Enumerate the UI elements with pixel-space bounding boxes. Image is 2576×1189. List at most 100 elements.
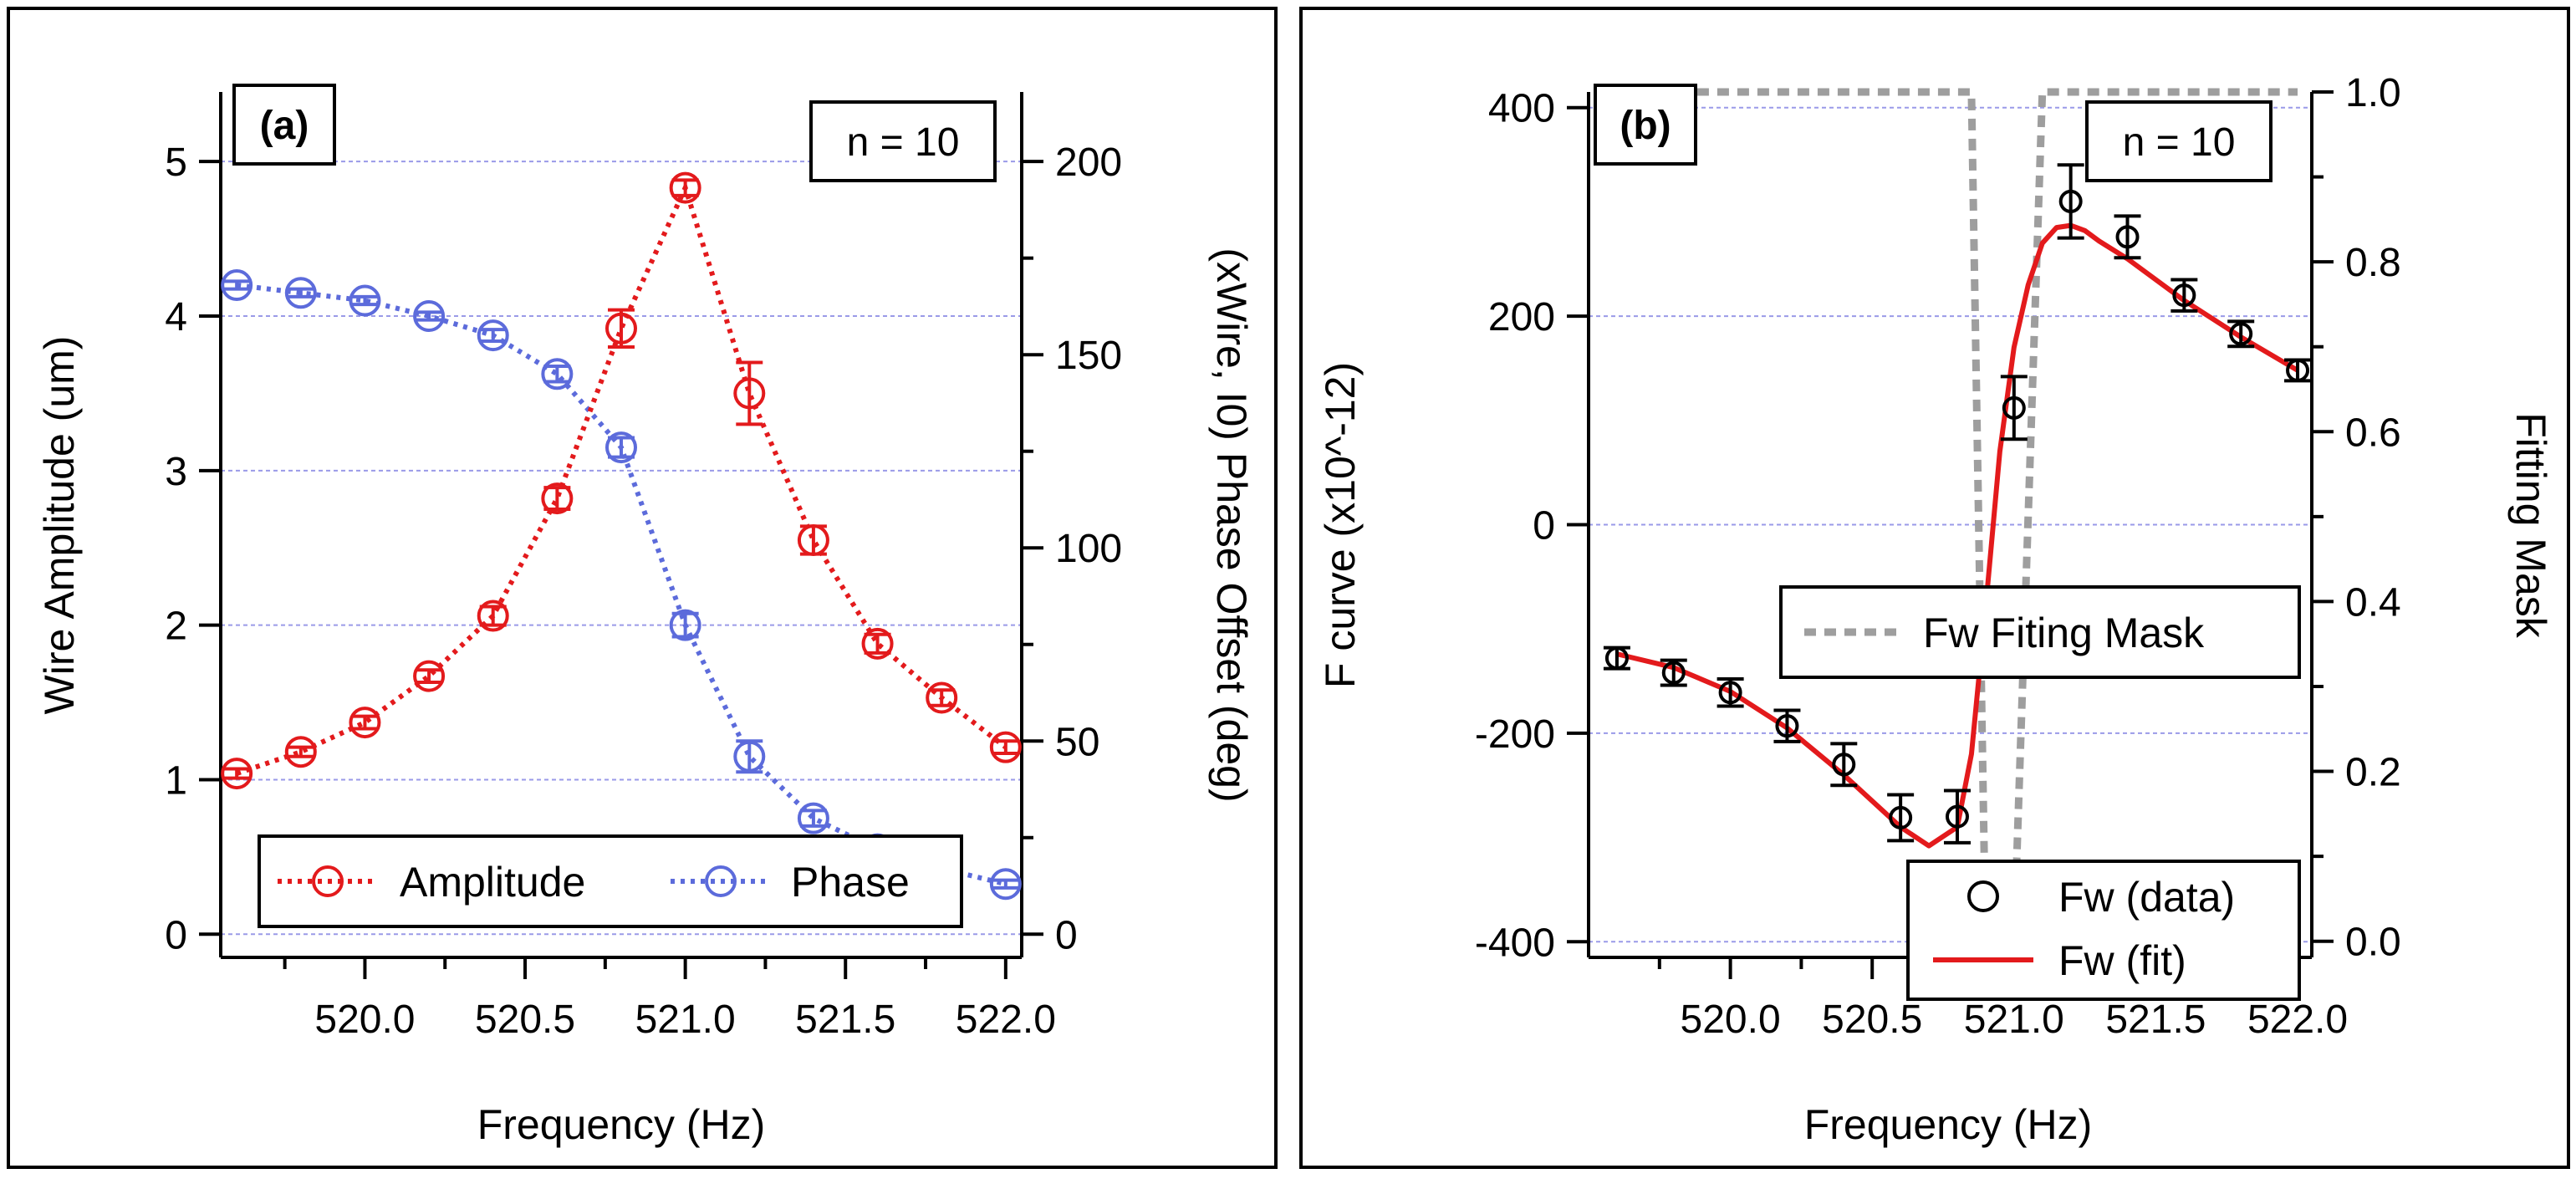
panel-a-series <box>221 171 1022 901</box>
panel-a-amplitude-point <box>669 171 701 204</box>
panel-a-x-tick-label: 521.0 <box>635 998 736 1042</box>
legend-label-amplitude: Amplitude <box>400 859 585 906</box>
panel-b-x-axis-label: Frequency (Hz) <box>1804 1101 2093 1148</box>
panel-b-left-axis-label: F curve (x10^-12) <box>1317 362 1364 688</box>
panel-a-right-tick-label: 0 <box>1055 913 1078 957</box>
panel-b-x-tick-label: 521.0 <box>1964 998 2064 1042</box>
legend-swatch-phase <box>671 865 771 897</box>
panel-b-gridlines <box>1589 106 2312 943</box>
panel-b-fw-data-point <box>1889 805 1913 829</box>
panel-a-amplitude-point <box>284 736 317 768</box>
legend-label-fit-mask: Fw Fiting Mask <box>1923 610 2205 656</box>
panel-b-x-ticks: 520.0 520.5 521.0 521.5 522.0 <box>1657 957 2348 1042</box>
panel-a-right-ticks: 0 50 100 150 200 <box>1022 140 1122 957</box>
panel-a-annotation-box <box>809 100 997 182</box>
panel-a-frame <box>7 7 1278 1169</box>
panel-a-phase-point <box>349 284 381 317</box>
panel-b-fw-data-point <box>1604 646 1629 671</box>
panel-a-amplitude-line <box>236 181 1007 776</box>
panel-b-legend: Fw (data) Fw (fit) <box>1906 860 2301 1001</box>
panel-b-fw-data-point <box>2058 189 2083 213</box>
panel-a-left-axis-label: Wire Amplitude (um) <box>36 336 83 715</box>
panel-a-amplitude-point <box>413 660 446 692</box>
panel-a-x-tick-label: 522.0 <box>956 998 1056 1042</box>
panel-a-phase-point <box>989 868 1022 901</box>
panel-b-x-tick-label: 520.0 <box>1681 998 1781 1042</box>
panel-b-right-tick-label: 0.0 <box>2345 921 2401 965</box>
panel-a-amplitude-point <box>605 312 637 344</box>
panel-a-right-tick-label: 50 <box>1055 720 1099 764</box>
panel-a-legend-box <box>258 834 963 928</box>
panel-b-fw-data-point <box>2286 358 2310 382</box>
panel-b-label: (b) <box>1620 104 1671 148</box>
panel-a-left-tick-label: 2 <box>165 605 187 649</box>
panel-b: 520.0 520.5 521.0 521.5 522.0 400 200 0 -200 -40… <box>1317 71 2554 1148</box>
panel-a-x-tick-label: 520.5 <box>475 998 575 1042</box>
panel-b-right-tick-label: 0.2 <box>2345 751 2401 795</box>
panel-b-fw-data-point <box>2115 225 2140 249</box>
panel-a-right-tick-label: 200 <box>1055 140 1122 185</box>
panel-a-phase-point <box>541 358 574 390</box>
panel-a-annotation: n = 10 <box>847 120 960 165</box>
panel-b-right-tick-label: 1.0 <box>2345 71 2401 115</box>
panel-b-left-tick-label: -400 <box>1475 921 1555 965</box>
panel-a-gridlines <box>221 161 1022 936</box>
panel-a-x-tick-label: 520.0 <box>314 998 415 1042</box>
panel-a-amplitude-point <box>861 627 894 660</box>
panel-b-annotation: n = 10 <box>2123 120 2236 165</box>
panel-b-right-tick-label: 0.6 <box>2345 411 2401 455</box>
panel-b-label-box <box>1594 84 1697 166</box>
panel-a-amplitude-point <box>989 731 1022 763</box>
panel-a-phase-point <box>797 802 829 834</box>
legend-swatch-amplitude <box>278 865 378 897</box>
panel-b-right-axis-label: Fitting Mask <box>2507 412 2554 639</box>
panel-a-label-box <box>232 84 336 166</box>
panel-b-annotation-box <box>2085 100 2272 182</box>
panel-a-x-ticks: 520.0 520.5 521.0 521.5 522.0 <box>283 957 1056 1042</box>
panel-b-fw-data-point <box>2002 395 2026 420</box>
panel-a-amplitude-point <box>349 707 381 739</box>
panel-a-right-axis-label: (xWire, I0) Phase Offset (deg) <box>1208 247 1255 802</box>
legend-label-fw-fit: Fw (fit) <box>2058 937 2186 984</box>
panel-a-phase-line <box>236 283 1007 887</box>
panel-b-right-ticks: 1.0 0.8 0.6 0.4 0.2 0.0 <box>2312 71 2401 965</box>
legend-label-phase: Phase <box>791 859 910 906</box>
panel-b-fw-data-point <box>1832 753 1856 777</box>
panel-b-series <box>1603 88 2312 946</box>
legend-swatch-fw-data <box>1967 880 1999 912</box>
panel-b-fw-data-point <box>1718 681 1742 705</box>
panel-b-left-tick-label: 200 <box>1488 295 1555 339</box>
panel-a-left-tick-label: 0 <box>165 913 187 957</box>
panel-a-phase-point <box>413 299 446 332</box>
panel-a-phase-point <box>605 431 637 464</box>
panel-a-left-tick-label: 5 <box>165 140 187 185</box>
panel-b-fw-data-point <box>2172 283 2196 308</box>
panel-b-fw-data-point <box>1661 661 1686 685</box>
panel-a-right-tick-label: 150 <box>1055 334 1122 378</box>
panel-a-left-tick-label: 1 <box>165 758 187 803</box>
panel-b-left-ticks: 400 200 0 -200 -400 <box>1475 87 1589 965</box>
panel-b-right-tick-label: 0.8 <box>2345 241 2401 285</box>
panel-b-left-tick-label: -200 <box>1475 712 1555 757</box>
panel-a-phase-point <box>221 269 253 302</box>
panel-a-left-ticks: 0 1 2 3 4 5 <box>165 140 221 957</box>
legend-label-fw-data: Fw (data) <box>2058 874 2235 921</box>
panel-b-fw-data-point <box>1945 804 1969 829</box>
panel-a-left-tick-label: 4 <box>165 295 187 339</box>
panel-a-right-tick-label: 100 <box>1055 527 1122 571</box>
panel-b-x-tick-label: 522.0 <box>2247 998 2348 1042</box>
panel-a-phase-point <box>669 609 701 641</box>
panel-a-legend: Amplitude Phase <box>258 834 963 928</box>
panel-b-left-tick-label: 400 <box>1488 87 1555 131</box>
panel-a-amplitude-point <box>797 523 829 556</box>
panel-a-amplitude-point <box>733 377 766 410</box>
panel-a-phase-point <box>733 740 766 773</box>
panel-a-amplitude-point <box>541 482 574 515</box>
panel-a-left-tick-label: 3 <box>165 450 187 494</box>
panel-a-phase-point <box>477 319 509 352</box>
panel-b-x-tick-label: 521.5 <box>2105 998 2206 1042</box>
panel-a-label: (a) <box>260 104 309 148</box>
panel-b-x-tick-label: 520.5 <box>1822 998 1922 1042</box>
